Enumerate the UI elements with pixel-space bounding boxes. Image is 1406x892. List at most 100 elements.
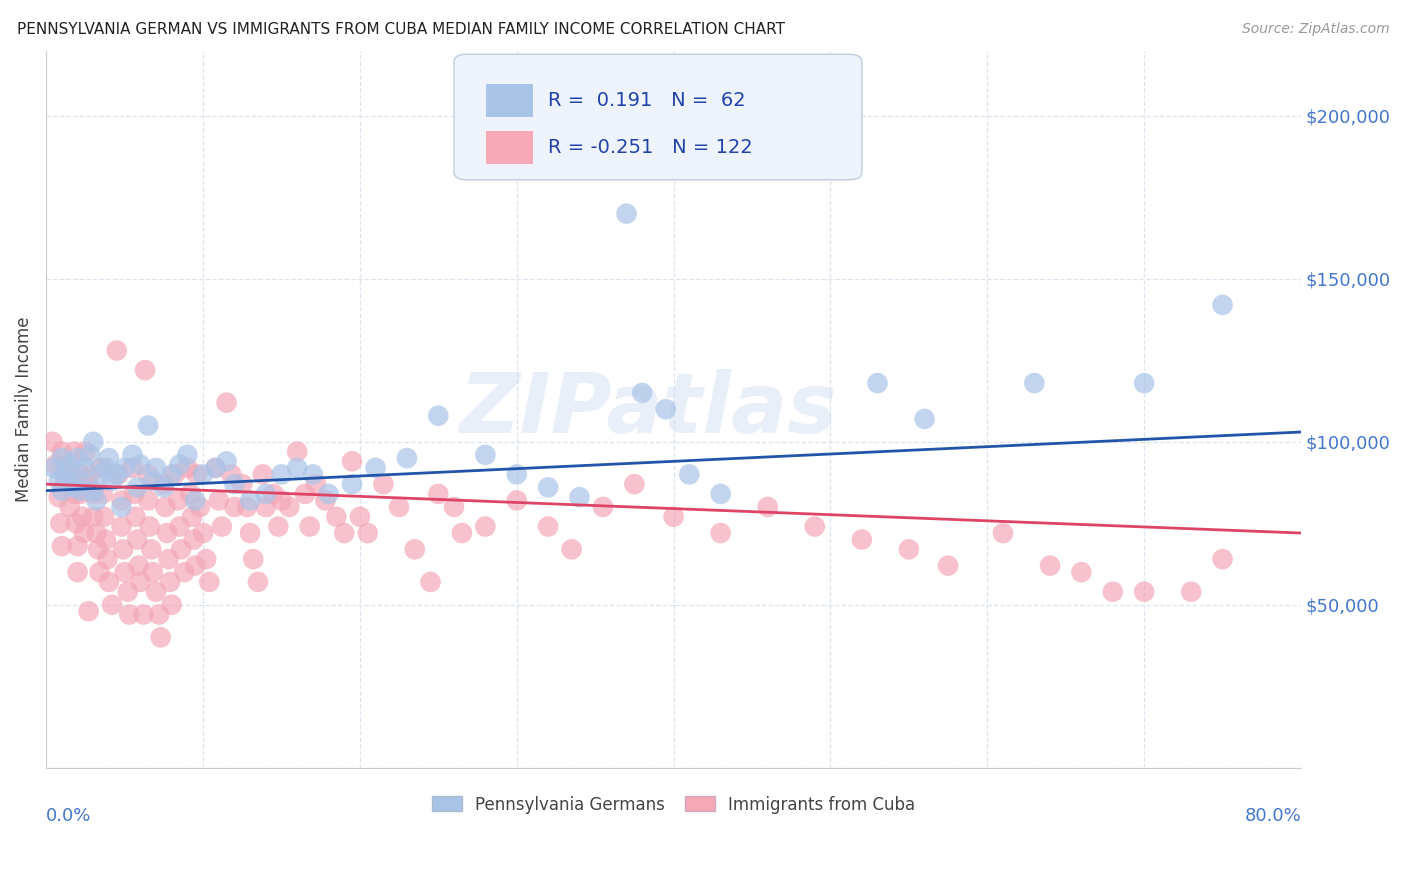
Point — [69, 474, 91, 488]
Point — [59, 500, 82, 514]
Point — [136, 418, 159, 433]
Point — [270, 467, 292, 482]
Point — [114, 565, 136, 579]
Point — [59, 474, 82, 488]
Point — [208, 493, 231, 508]
Point — [506, 467, 529, 482]
Point — [82, 487, 104, 501]
Point — [132, 607, 155, 622]
Point — [129, 574, 152, 589]
Point — [631, 385, 654, 400]
Point — [181, 509, 204, 524]
Point — [561, 542, 583, 557]
Point — [592, 500, 614, 514]
Point — [1024, 376, 1046, 391]
Point — [991, 526, 1014, 541]
Point — [63, 480, 86, 494]
Point — [395, 451, 418, 466]
Point — [159, 574, 181, 589]
Point — [198, 574, 221, 589]
Point — [136, 467, 159, 482]
Point — [157, 552, 180, 566]
Point — [107, 467, 129, 482]
Point — [267, 519, 290, 533]
Point — [183, 533, 205, 547]
Point — [141, 542, 163, 557]
Point — [236, 500, 259, 514]
Point — [63, 487, 86, 501]
Text: R = -0.251   N = 122: R = -0.251 N = 122 — [548, 138, 752, 157]
Point — [191, 467, 214, 482]
Legend: Pennsylvania Germans, Immigrants from Cuba: Pennsylvania Germans, Immigrants from Cu… — [425, 789, 922, 821]
Point — [101, 598, 124, 612]
Point — [49, 516, 72, 531]
Point — [122, 487, 145, 501]
Point — [285, 444, 308, 458]
Point — [333, 526, 356, 541]
Point — [318, 487, 340, 501]
Point — [53, 467, 76, 482]
Point — [298, 519, 321, 533]
Point — [242, 552, 264, 566]
Point — [224, 477, 246, 491]
Point — [204, 461, 226, 475]
Point — [56, 461, 79, 475]
Point — [82, 483, 104, 498]
Point — [82, 434, 104, 449]
Point — [302, 467, 325, 482]
Point — [427, 409, 450, 423]
Point — [75, 444, 97, 458]
Point — [231, 477, 253, 491]
Point — [169, 519, 191, 533]
Point — [474, 519, 496, 533]
Point — [191, 526, 214, 541]
Point — [90, 467, 112, 482]
Point — [117, 584, 139, 599]
Point — [53, 474, 76, 488]
Point — [655, 402, 678, 417]
Point — [710, 526, 733, 541]
Point — [76, 477, 98, 491]
Point — [60, 467, 83, 482]
Point — [662, 509, 685, 524]
Point — [568, 490, 591, 504]
Point — [66, 539, 89, 553]
Point — [93, 509, 115, 524]
Point — [96, 552, 118, 566]
Point — [254, 487, 277, 501]
Point — [1180, 584, 1202, 599]
Point — [112, 542, 135, 557]
Point — [623, 477, 645, 491]
Point — [204, 461, 226, 475]
Point — [121, 461, 143, 475]
Point — [69, 487, 91, 501]
Point — [127, 480, 149, 494]
Point — [142, 565, 165, 579]
Point — [1133, 376, 1156, 391]
Point — [239, 526, 262, 541]
Text: PENNSYLVANIA GERMAN VS IMMIGRANTS FROM CUBA MEDIAN FAMILY INCOME CORRELATION CHA: PENNSYLVANIA GERMAN VS IMMIGRANTS FROM C… — [17, 22, 785, 37]
Point — [66, 451, 89, 466]
Point — [170, 542, 193, 557]
Point — [75, 461, 97, 475]
Point — [294, 487, 316, 501]
Point — [105, 467, 128, 482]
Point — [160, 467, 183, 482]
Point — [278, 500, 301, 514]
Text: Source: ZipAtlas.com: Source: ZipAtlas.com — [1241, 22, 1389, 37]
Point — [270, 493, 292, 508]
Point — [136, 493, 159, 508]
Point — [160, 598, 183, 612]
Point — [66, 565, 89, 579]
Point — [506, 493, 529, 508]
Point — [82, 509, 104, 524]
Point — [186, 467, 208, 482]
Point — [153, 477, 176, 491]
Point — [97, 451, 120, 466]
Point — [537, 519, 560, 533]
Point — [1133, 584, 1156, 599]
Point — [1212, 552, 1234, 566]
Point — [179, 487, 201, 501]
Point — [340, 477, 363, 491]
Point — [373, 477, 395, 491]
